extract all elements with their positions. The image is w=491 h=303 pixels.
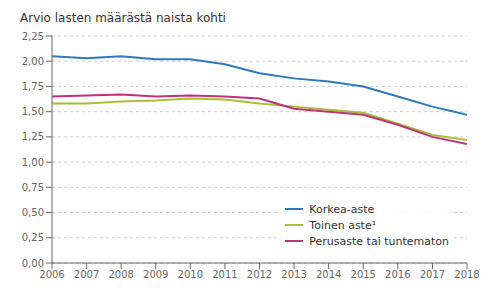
svg-text:2,00: 2,00 [22,56,44,67]
svg-text:2009: 2009 [143,269,168,280]
svg-text:2017: 2017 [420,269,445,280]
svg-text:2015: 2015 [351,269,376,280]
svg-text:2008: 2008 [108,269,133,280]
svg-text:1,50: 1,50 [22,106,44,117]
svg-text:0,75: 0,75 [22,182,44,193]
svg-text:2010: 2010 [178,269,203,280]
svg-text:1,00: 1,00 [22,157,44,168]
svg-text:0,25: 0,25 [22,232,44,243]
svg-text:0,00: 0,00 [22,258,44,269]
svg-text:2014: 2014 [316,269,341,280]
svg-text:2006: 2006 [39,269,64,280]
html-text:Perusaste tai tuntematon: Perusaste tai tuntematon [309,234,449,248]
svg-text:0,50: 0,50 [22,207,44,218]
svg-text:2011: 2011 [212,269,237,280]
svg-text:2,25: 2,25 [22,31,44,42]
svg-text:2012: 2012 [247,269,272,280]
html-text:Toinen aste¹: Toinen aste¹ [309,218,377,232]
html-text:Korkea-aste: Korkea-aste [309,202,375,216]
svg-text:2007: 2007 [74,269,99,280]
svg-text:2013: 2013 [281,269,306,280]
svg-text:2018: 2018 [454,269,479,280]
svg-text:2016: 2016 [385,269,410,280]
svg-text:1,25: 1,25 [22,131,44,142]
html-text:Arvio lasten määrästä naista k: Arvio lasten määrästä naista kohti [20,11,226,25]
svg-text:1,75: 1,75 [22,81,44,92]
